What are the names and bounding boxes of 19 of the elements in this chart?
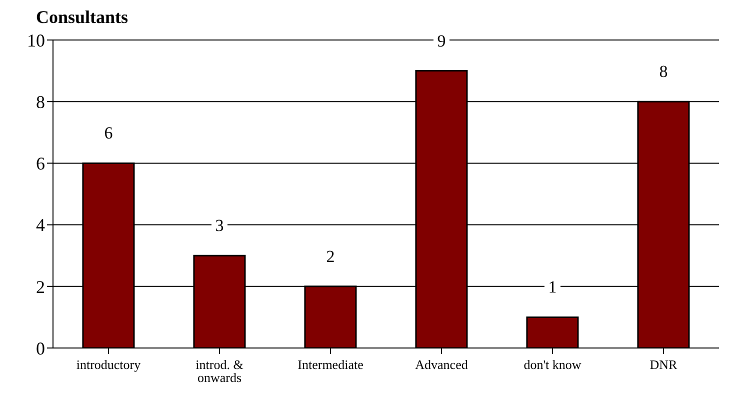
chart-title: Consultants — [35, 7, 130, 27]
data-label: 6 — [104, 124, 113, 143]
y-tick-label: 8 — [36, 92, 45, 112]
y-tick-label: 4 — [36, 215, 45, 236]
data-label: 3 — [215, 216, 224, 236]
y-tick-label: 10 — [27, 30, 45, 50]
y-tick-label: 0 — [36, 338, 45, 358]
x-tick-label: Intermediate — [298, 357, 364, 372]
data-label: 9 — [437, 31, 446, 50]
x-tick-label: DNR — [650, 357, 678, 372]
x-tick-label: introd. & onwards — [196, 357, 244, 386]
data-label: 1 — [548, 278, 557, 297]
x-tick-label: don't know — [524, 357, 582, 372]
data-label: 2 — [326, 246, 335, 266]
y-tick-label: 2 — [36, 276, 45, 297]
x-tick-label: introductory — [76, 357, 142, 372]
data-label: 8 — [659, 62, 668, 82]
x-tick-label: Advanced — [415, 357, 468, 372]
y-tick-label: 6 — [36, 154, 45, 174]
